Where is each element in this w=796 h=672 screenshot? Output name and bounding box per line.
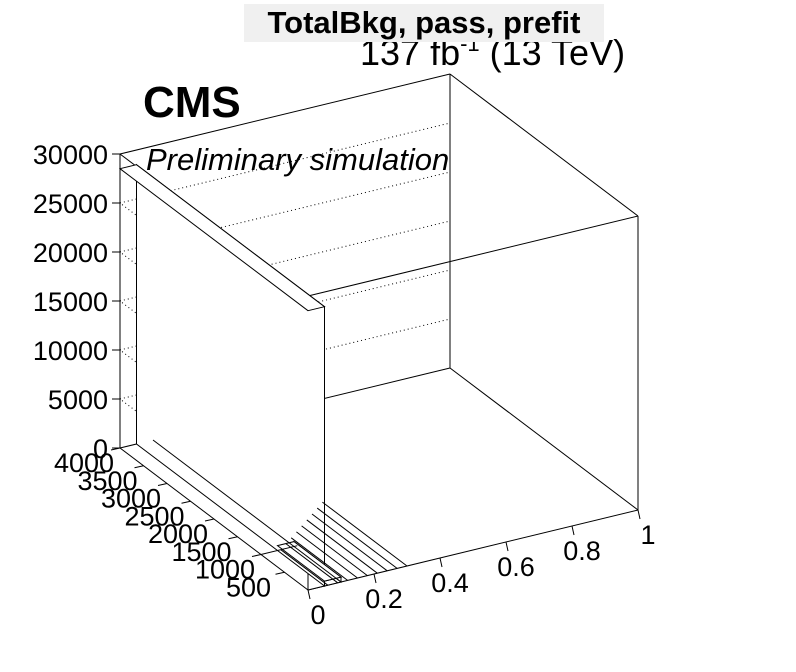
- y-tick-6: [134, 465, 144, 469]
- floor-cell-edge-8: [322, 501, 408, 567]
- floor-cell-edge-4: [301, 525, 368, 576]
- x-tick-label-2: 0.4: [431, 568, 469, 598]
- frame-edge-7: [307, 215, 639, 297]
- plot-title: TotalBkg, pass, prefit: [267, 5, 581, 40]
- z-tick-label-2: 10000: [33, 336, 108, 366]
- x-tick-3: [505, 541, 509, 552]
- x-tick-4: [571, 525, 575, 536]
- title-box: [244, 4, 604, 42]
- z-tick-label-4: 20000: [33, 238, 108, 268]
- y-tick-4: [181, 500, 191, 504]
- axes-layer: 0 5000 10000 15000 20000 25000 30000 0 0.2 0.4 0.6…: [33, 140, 656, 630]
- y-tick-label-1: 1000: [195, 555, 255, 585]
- frame-edge-10: [449, 367, 639, 511]
- x-tick-2: [439, 557, 443, 568]
- bar-0-top: [118, 164, 326, 312]
- floor-cell-edge-2: [290, 537, 348, 581]
- y-tick-2: [228, 536, 238, 540]
- x-tick-0: [307, 589, 311, 600]
- frame-edge-6: [449, 73, 639, 217]
- z-tick-label-1: 5000: [48, 385, 108, 415]
- x-tick-label-1: 0.2: [365, 584, 403, 614]
- z-tick-label-0: 0: [93, 434, 108, 464]
- y-tick-1: [251, 554, 262, 557]
- floor-cell-edge-3: [296, 531, 358, 579]
- y-tick-label-5: 3000: [101, 484, 161, 514]
- floor-layer: [152, 439, 408, 586]
- y-tick-label-2: 1500: [171, 537, 231, 567]
- y-tick-label-7: 4000: [54, 448, 114, 478]
- floor-cell-edge-7: [316, 507, 398, 569]
- floor-cell-edge-6: [311, 513, 388, 572]
- bar-0: [118, 163, 326, 591]
- y-tick-7: [110, 447, 121, 451]
- x-tick-1: [373, 573, 377, 584]
- frame-edge-5: [119, 73, 451, 155]
- cms-label: CMS: [143, 78, 241, 127]
- z-tick-label-6: 30000: [33, 140, 108, 170]
- x-tick-label-3: 0.6: [497, 552, 535, 582]
- z-tick-label-5: 25000: [33, 189, 108, 219]
- y-tick-label-6: 3500: [77, 466, 137, 496]
- y-tick-label-3: 2000: [148, 519, 208, 549]
- floor-cell-edge-x: [152, 439, 342, 583]
- x-tick-label-0: 0: [310, 600, 325, 630]
- frame-edge-11: [307, 509, 639, 591]
- x-tick-5: [637, 509, 641, 520]
- y-tick-label-0: 500: [226, 572, 271, 602]
- floor-cell-edge-y: [260, 545, 298, 555]
- y-tick-3: [204, 518, 215, 522]
- x-tick-label-5: 1: [640, 520, 655, 550]
- y-tick-0: [275, 571, 285, 575]
- floor-cell-edge-0: [280, 549, 329, 586]
- preliminary-label: Preliminary simulation: [146, 142, 450, 177]
- x-tick-label-4: 0.8: [563, 536, 601, 566]
- y-tick-5: [157, 483, 168, 486]
- floor-cell-edge-1: [285, 543, 339, 584]
- floor-cell-edge-5: [306, 519, 378, 574]
- z-tick-label-3: 15000: [33, 287, 108, 317]
- y-tick-label-4: 2500: [124, 501, 184, 531]
- grid-line-back-4: [119, 122, 451, 204]
